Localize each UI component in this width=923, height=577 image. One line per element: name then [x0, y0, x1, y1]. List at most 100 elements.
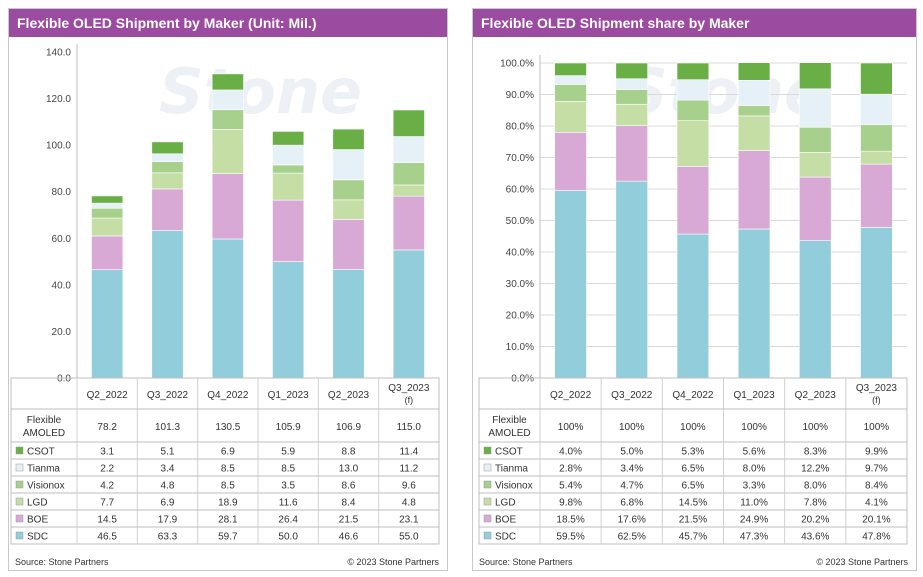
legend-swatch-tianma	[483, 463, 492, 472]
x-tick-label: Q1_2023	[734, 390, 776, 401]
shipment-volume-panel: Flexible OLED Shipment by Maker (Unit: M…	[8, 8, 448, 571]
bar-segment-tianma	[737, 80, 771, 106]
legend-swatch-visionox	[15, 480, 24, 489]
data-label: 13.0	[339, 464, 359, 475]
data-label: 3.4	[161, 464, 175, 475]
legend-swatch-tianma	[15, 463, 24, 472]
bar-segment-boe	[860, 163, 893, 228]
bar-segment-csot	[91, 195, 124, 204]
bar-segment-tianma	[91, 202, 124, 209]
bar-segment-lgd	[554, 101, 587, 133]
data-label: 7.7	[100, 498, 114, 509]
y-tick-label: 20.0	[52, 327, 72, 338]
bar-segment-tianma	[860, 93, 893, 126]
data-label: 20.1%	[862, 515, 890, 526]
data-label: 8.3%	[804, 447, 827, 458]
bar-segment-sdc	[151, 230, 184, 379]
data-label: 3.5	[281, 481, 295, 492]
data-label: 5.6%	[743, 447, 766, 458]
bar-segment-csot	[799, 62, 832, 90]
data-label: 17.9	[158, 515, 178, 526]
data-label: 9.7%	[865, 464, 888, 475]
legend-swatch-sdc	[483, 531, 492, 540]
data-label: 20.2%	[801, 515, 829, 526]
y-tick-label: 50.0%	[506, 216, 534, 227]
x-tick-label: Q4_2022	[672, 390, 714, 401]
bar-segment-visionox	[737, 105, 771, 117]
y-tick-label: 140.0	[46, 48, 71, 59]
bar-segment-sdc	[554, 190, 587, 379]
bar-segment-sdc	[676, 233, 710, 379]
data-label: 5.3%	[682, 447, 705, 458]
bar-segment-lgd	[211, 129, 244, 174]
bar-segment-csot	[737, 62, 771, 81]
data-label: 24.9%	[740, 515, 768, 526]
bar-segment-tianma	[615, 78, 648, 90]
legend-swatch-sdc	[15, 531, 24, 540]
data-label: 17.6%	[618, 515, 646, 526]
x-tick-label: Q3_2023	[388, 383, 430, 394]
bar-segment-lgd	[799, 152, 832, 178]
bar-segment-csot	[615, 62, 648, 80]
legend-label: BOE	[27, 515, 48, 526]
chart-title-bar: Flexible OLED Shipment share by Maker	[473, 9, 916, 37]
shipment-share-panel: Flexible OLED Shipment share by Maker St…	[472, 8, 917, 571]
y-tick-label: 0.0%	[511, 374, 534, 385]
table-series-row	[478, 526, 908, 545]
data-label: 11.2	[399, 464, 418, 475]
data-label: 12.2%	[801, 464, 829, 475]
bar-segment-visionox	[91, 207, 124, 219]
bar-segment-sdc	[392, 249, 425, 379]
bar-segment-tianma	[554, 75, 587, 85]
y-tick-label: 40.0%	[506, 248, 534, 259]
data-label: 18.5%	[556, 515, 584, 526]
bar-segment-csot	[272, 131, 305, 146]
data-label: 4.1%	[865, 498, 888, 509]
y-tick-label: 40.0	[52, 280, 72, 291]
legend-label: Tianma	[27, 464, 60, 475]
x-tick-label: Q4_2022	[207, 390, 249, 401]
data-label: 14.5	[97, 515, 117, 526]
legend-label: CSOT	[495, 447, 523, 458]
y-tick-label: 80.0	[52, 187, 72, 198]
bar-segment-visionox	[272, 164, 305, 174]
legend-label: Tianma	[495, 464, 528, 475]
data-label: 11.0%	[740, 498, 768, 509]
bar-segment-lgd	[860, 150, 893, 165]
bar-segment-sdc	[332, 269, 365, 379]
data-label: 9.6	[402, 481, 416, 492]
data-label: 5.9	[281, 447, 295, 458]
data-label: 6.5%	[682, 464, 705, 475]
bar-segment-csot	[554, 62, 587, 76]
legend-label: LGD	[495, 498, 516, 509]
data-label: 14.5%	[679, 498, 707, 509]
bar-segment-visionox	[676, 99, 710, 121]
bar-segment-boe	[392, 195, 425, 251]
bar-segment-tianma	[151, 153, 184, 162]
x-tick-label-suffix: (f)	[405, 395, 414, 405]
data-label: 43.6%	[801, 532, 829, 543]
data-label: 7.8%	[804, 498, 827, 509]
data-label: 11.6	[279, 498, 298, 509]
data-label: 8.0%	[804, 481, 827, 492]
data-label: 9.9%	[865, 447, 888, 458]
legend-label: BOE	[495, 515, 516, 526]
data-label: 62.5%	[618, 532, 646, 543]
bar-segment-boe	[554, 132, 587, 191]
data-label: 8.0%	[743, 464, 766, 475]
data-label: 63.3	[158, 532, 178, 543]
bar-segment-boe	[272, 199, 305, 262]
total-value-cell: 100%	[741, 422, 767, 433]
legend-label: CSOT	[27, 447, 55, 458]
x-tick-label: Q3_2022	[611, 390, 653, 401]
legend-label: SDC	[495, 532, 516, 543]
data-label: 9.8%	[559, 498, 582, 509]
data-label: 8.8	[342, 447, 356, 458]
bar-segment-sdc	[860, 227, 893, 379]
data-label: 8.5	[221, 464, 235, 475]
total-value-cell: 105.9	[276, 422, 301, 433]
x-tick-label: Q2_2022	[87, 390, 129, 401]
x-tick-label: Q1_2023	[268, 390, 310, 401]
data-label: 2.2	[100, 464, 114, 475]
y-tick-label: 90.0%	[506, 90, 534, 101]
